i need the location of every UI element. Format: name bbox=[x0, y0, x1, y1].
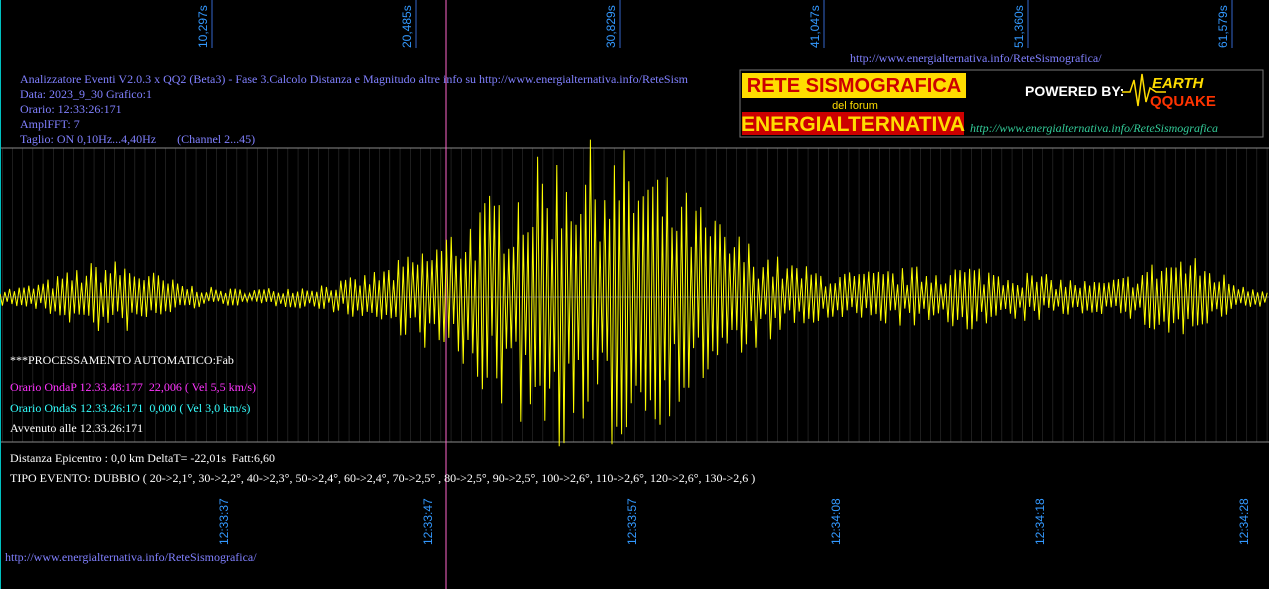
bottom-axis: 12:33:37 12:33:47 12:33:57 12:34:08 12:34:18… bbox=[217, 498, 1251, 545]
info-line: Data: 2023_9_30 Grafico:1 bbox=[20, 87, 152, 101]
top-tick-label: 20,485s bbox=[400, 5, 414, 48]
info-line: Analizzatore Eventi V2.0.3 x QQ2 (Beta3)… bbox=[20, 72, 689, 86]
header-url: http://www.energialternativa.info/ReteSi… bbox=[850, 51, 1102, 65]
logo-brand-top: EARTH bbox=[1152, 75, 1205, 92]
top-axis: 10,297s 20,485s 30,829s 41,047s 51,360s 61,57… bbox=[196, 0, 1233, 48]
distance: Distanza Epicentro : 0,0 km DeltaT= -22,… bbox=[10, 451, 275, 465]
waveform-trace bbox=[0, 139, 1268, 447]
processing: ***PROCESSAMENTO AUTOMATICO:Fab bbox=[10, 353, 234, 367]
info-line: Orario: 12:33:26:171 bbox=[20, 102, 122, 116]
events: ***PROCESSAMENTO AUTOMATICO:Fab Orario O… bbox=[10, 353, 755, 485]
logo-url: http://www.energialternativa.info/ReteSi… bbox=[970, 121, 1218, 135]
occurred: Avvenuto alle 12.33.26:171 bbox=[10, 421, 143, 435]
bottom-tick-label: 12:34:18 bbox=[1033, 498, 1047, 545]
info-line: AmplFFT: 7 bbox=[20, 117, 80, 131]
logo-icon bbox=[1122, 73, 1166, 107]
info: Analizzatore Eventi V2.0.3 x QQ2 (Beta3)… bbox=[20, 72, 689, 146]
logo-title: RETE SISMOGRAFICA bbox=[747, 75, 961, 97]
info-line: Taglio: ON 0,10Hz...4,40Hz (Channel 2...… bbox=[20, 132, 255, 146]
wave-p: Orario OndaP 12.33.48:177 22,006 ( Vel 5… bbox=[10, 380, 256, 394]
logo: RETE SISMOGRAFICA del forum ENERGIALTERN… bbox=[739, 69, 1264, 138]
bottom-tick-label: 12:34:28 bbox=[1237, 498, 1251, 545]
bottom-tick-label: 12:33:47 bbox=[421, 498, 435, 545]
logo-brand-bottom: QQUAKE bbox=[1150, 93, 1216, 110]
top-tick-label: 61,579s bbox=[1216, 5, 1230, 48]
footer-url: http://www.energialternativa.info/ReteSi… bbox=[5, 550, 257, 564]
bottom-tick-label: 12:34:08 bbox=[829, 498, 843, 545]
top-tick-label: 51,360s bbox=[1012, 5, 1026, 48]
bottom-tick-label: 12:33:37 bbox=[217, 498, 231, 545]
wave-s: Orario OndaS 12.33.26:171 0,000 ( Vel 3,… bbox=[10, 401, 250, 415]
logo-name-bg bbox=[742, 112, 964, 135]
logo-powered: POWERED BY: bbox=[1025, 83, 1124, 99]
logo-subtitle: del forum bbox=[832, 100, 878, 112]
bottom-tick-label: 12:33:57 bbox=[625, 498, 639, 545]
top-tick-label: 41,047s bbox=[808, 5, 822, 48]
logo-name: ENERGIALTERNATIVA bbox=[741, 113, 965, 136]
event-type: TIPO EVENTO: DUBBIO ( 20->2,1°, 30->2,2°… bbox=[10, 471, 755, 485]
top-tick-label: 10,297s bbox=[196, 5, 210, 48]
top-tick-label: 30,829s bbox=[604, 5, 618, 48]
waveform bbox=[0, 139, 1268, 447]
logo-banner bbox=[742, 73, 966, 98]
